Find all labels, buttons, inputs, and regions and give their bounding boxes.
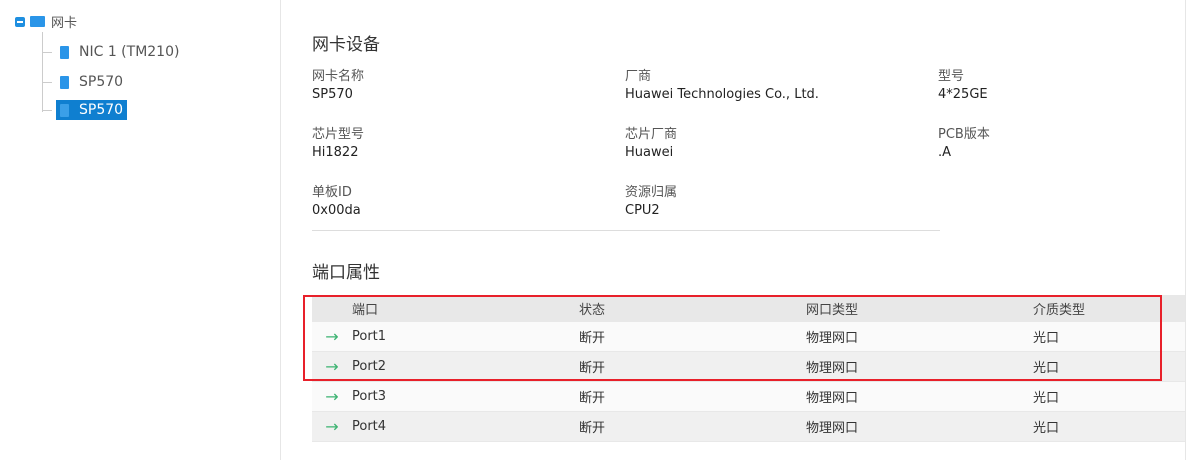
tree-item-label: SP570	[79, 102, 124, 118]
table-cell: 断开	[579, 331, 606, 346]
card-icon	[60, 45, 69, 59]
ports-title: 端口属性	[312, 263, 380, 283]
table-cell: Port4	[352, 419, 387, 434]
field-value: 4*25GE	[938, 87, 988, 102]
field-value: CPU2	[625, 203, 660, 218]
table-cell: 光口	[1033, 421, 1060, 436]
ports-table: 端口 状态 网口类型 介质类型 → Port1 断开 物理网口 光口 → Port2 断开 物理…	[312, 295, 1185, 442]
field-label: PCB版本	[938, 127, 990, 142]
tree-line	[42, 32, 43, 112]
info-field: 网卡名称 SP570	[312, 68, 364, 104]
tree-item-nic1[interactable]: NIC 1 (TM210)	[42, 42, 183, 62]
arrow-right-icon: →	[325, 387, 339, 406]
table-row[interactable]: → Port1 断开 物理网口 光口	[312, 322, 1185, 352]
device-title: 网卡设备	[312, 35, 380, 55]
field-value: Huawei	[625, 145, 674, 160]
table-cell: 断开	[579, 391, 606, 406]
table-cell: 物理网口	[806, 421, 859, 436]
field-label: 资源归属	[625, 185, 678, 200]
tree-item-sp570-1[interactable]: SP570	[42, 72, 127, 92]
field-label: 芯片型号	[312, 127, 365, 142]
table-row[interactable]: → Port2 断开 物理网口 光口	[312, 352, 1185, 382]
field-value: Huawei Technologies Co., Ltd.	[625, 87, 819, 102]
table-cell: 光口	[1033, 361, 1060, 376]
table-cell: 断开	[579, 421, 606, 436]
col-status: 状态	[579, 302, 606, 318]
info-field: 资源归属 CPU2	[625, 184, 677, 220]
field-value: Hi1822	[312, 145, 359, 160]
col-port-type: 网口类型	[806, 302, 859, 318]
field-label: 芯片厂商	[625, 127, 678, 142]
info-field: 厂商 Huawei Technologies Co., Ltd.	[625, 68, 819, 104]
field-label: 厂商	[625, 69, 652, 84]
info-field: 芯片厂商 Huawei	[625, 126, 677, 162]
field-label: 网卡名称	[312, 69, 365, 84]
field-label: 单板ID	[312, 185, 352, 200]
table-row[interactable]: → Port3 断开 物理网口 光口	[312, 382, 1185, 412]
table-cell: 物理网口	[806, 391, 859, 406]
info-field: 型号 4*25GE	[938, 68, 988, 104]
field-value: SP570	[312, 87, 353, 102]
field-value: 0x00da	[312, 203, 361, 218]
folder-icon	[30, 16, 45, 27]
table-cell: Port2	[352, 359, 387, 374]
sidebar-tree: 网卡 NIC 1 (TM210) SP570 SP570	[0, 0, 281, 460]
table-cell: 物理网口	[806, 331, 859, 346]
table-cell: 物理网口	[806, 361, 859, 376]
arrow-right-icon: →	[325, 357, 339, 376]
divider	[312, 230, 940, 231]
col-port: 端口	[352, 302, 379, 318]
tree-item-sp570-2[interactable]: SP570	[42, 100, 128, 120]
col-media-type: 介质类型	[1033, 302, 1086, 318]
info-field: 单板ID 0x00da	[312, 184, 361, 220]
arrow-right-icon: →	[325, 327, 339, 346]
table-cell: Port1	[352, 329, 387, 344]
detail-panel: 网卡设备 网卡名称 SP570 厂商 Huawei Technologies Co.,…	[281, 0, 1186, 460]
tree-item-label: SP570	[79, 74, 124, 90]
field-value: .A	[938, 145, 952, 160]
table-cell: 光口	[1033, 331, 1060, 346]
card-icon	[60, 103, 69, 117]
arrow-right-icon: →	[325, 417, 339, 436]
table-header: 端口 状态 网口类型 介质类型	[312, 295, 1185, 322]
tree-item-label: NIC 1 (TM210)	[79, 44, 180, 60]
table-cell: 断开	[579, 361, 606, 376]
info-field: 芯片型号 Hi1822	[312, 126, 364, 162]
field-label: 型号	[938, 69, 965, 84]
table-cell: Port3	[352, 389, 387, 404]
table-cell: 光口	[1033, 391, 1060, 406]
table-row[interactable]: → Port4 断开 物理网口 光口	[312, 412, 1185, 442]
tree-root-label: 网卡	[51, 16, 78, 31]
collapse-icon[interactable]	[15, 16, 25, 27]
tree-root[interactable]: 网卡	[15, 12, 77, 31]
info-field: PCB版本 .A	[938, 126, 990, 162]
card-icon	[60, 75, 69, 89]
